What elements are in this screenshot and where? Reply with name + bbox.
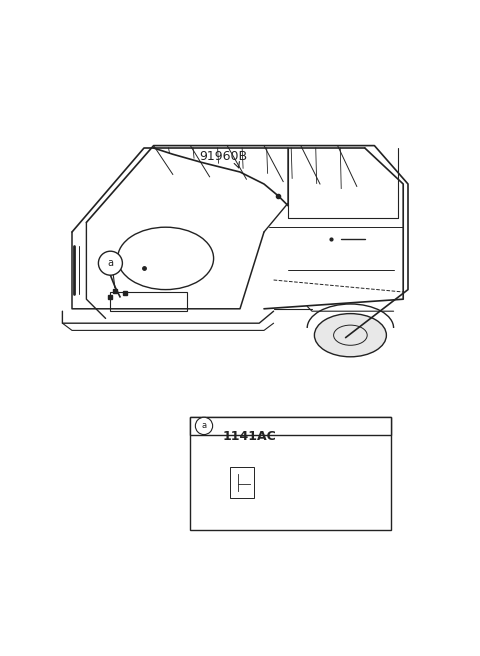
Ellipse shape: [314, 314, 386, 357]
Bar: [110, 292, 187, 311]
FancyBboxPatch shape: [190, 417, 391, 529]
Text: 91960B: 91960B: [199, 150, 247, 163]
Circle shape: [98, 251, 122, 276]
Text: 1141AC: 1141AC: [223, 430, 276, 443]
Text: a: a: [202, 421, 206, 430]
Text: a: a: [108, 258, 113, 268]
Circle shape: [195, 417, 213, 434]
FancyBboxPatch shape: [190, 417, 391, 435]
